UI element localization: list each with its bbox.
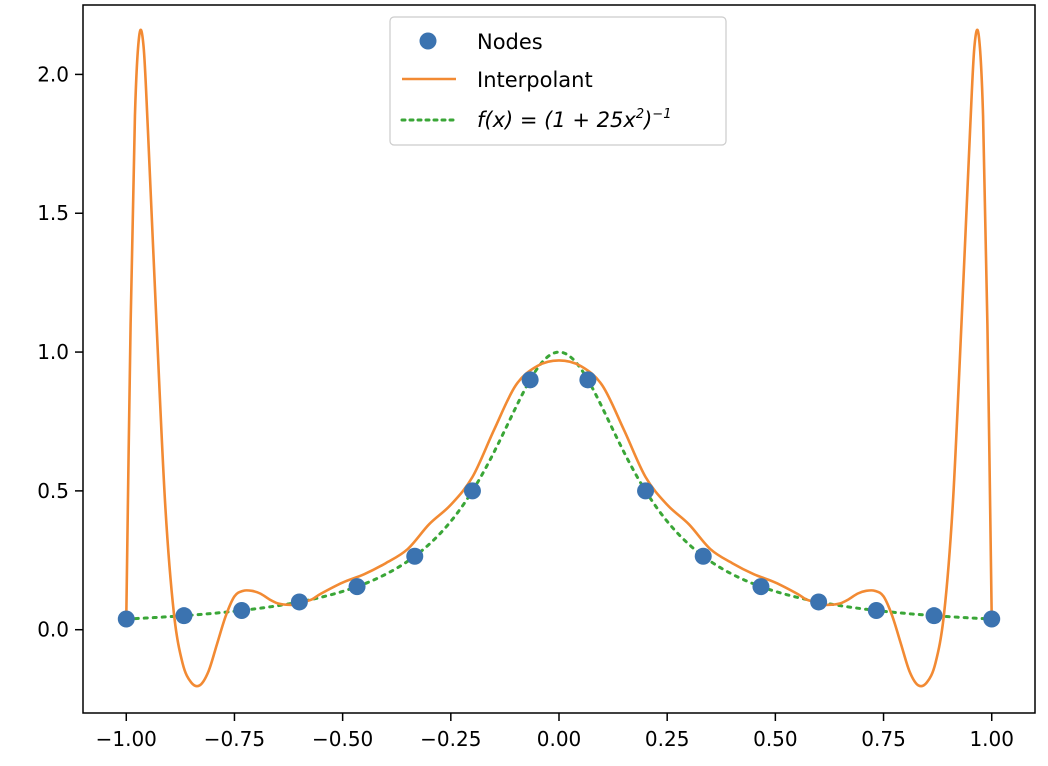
x-tick-label: −1.00	[96, 727, 157, 751]
node-point	[637, 482, 655, 500]
node-point	[175, 607, 193, 625]
node-point	[579, 371, 597, 389]
axis-ticks: −1.00 −0.75 −0.50 −0.25 0.00 0.25 0.50 0.75 1.00…	[37, 62, 1014, 751]
node-point	[925, 607, 943, 625]
legend-function-prefix: f(x) = (1 + 25x	[477, 108, 636, 132]
y-tick-label: 2.0	[37, 62, 69, 86]
node-point	[117, 610, 135, 628]
legend: Nodes Interpolant f(x) = (1 + 25x2)−1	[389, 16, 727, 146]
x-tick-label: −0.50	[312, 727, 373, 751]
x-tick-label: 0.75	[861, 727, 906, 751]
legend-function-exponent: −1	[652, 107, 671, 122]
node-point	[521, 371, 539, 389]
node-point	[233, 601, 251, 619]
node-point	[983, 610, 1001, 628]
node-point	[867, 601, 885, 619]
legend-interpolant-label: Interpolant	[477, 68, 593, 92]
legend-nodes-marker	[419, 32, 437, 50]
node-point	[463, 482, 481, 500]
y-tick-label: 1.0	[37, 340, 69, 364]
x-tick-label: 0.50	[753, 727, 798, 751]
y-tick-label: 0.0	[37, 618, 69, 642]
x-tick-label: 0.00	[537, 727, 582, 751]
legend-nodes-label: Nodes	[477, 30, 543, 54]
interpolant-line	[124, 28, 994, 688]
node-point	[348, 578, 366, 596]
x-tick-label: −0.25	[420, 727, 481, 751]
node-point	[752, 578, 770, 596]
node-point	[290, 593, 308, 611]
legend-box	[389, 16, 727, 146]
legend-function-label: f(x) = (1 + 25x2)−1	[477, 107, 671, 132]
function-curve	[124, 350, 994, 621]
x-tick-label: −0.75	[204, 727, 265, 751]
node-point	[810, 593, 828, 611]
y-tick-label: 1.5	[37, 201, 69, 225]
y-tick-label: 0.5	[37, 479, 69, 503]
node-point	[694, 547, 712, 565]
legend-function-square: 2	[636, 107, 644, 122]
plot-area	[117, 28, 1001, 688]
legend-function-mid: )	[642, 108, 652, 132]
node-point	[406, 547, 424, 565]
x-tick-label: 0.25	[645, 727, 690, 751]
x-tick-label: 1.00	[969, 727, 1014, 751]
